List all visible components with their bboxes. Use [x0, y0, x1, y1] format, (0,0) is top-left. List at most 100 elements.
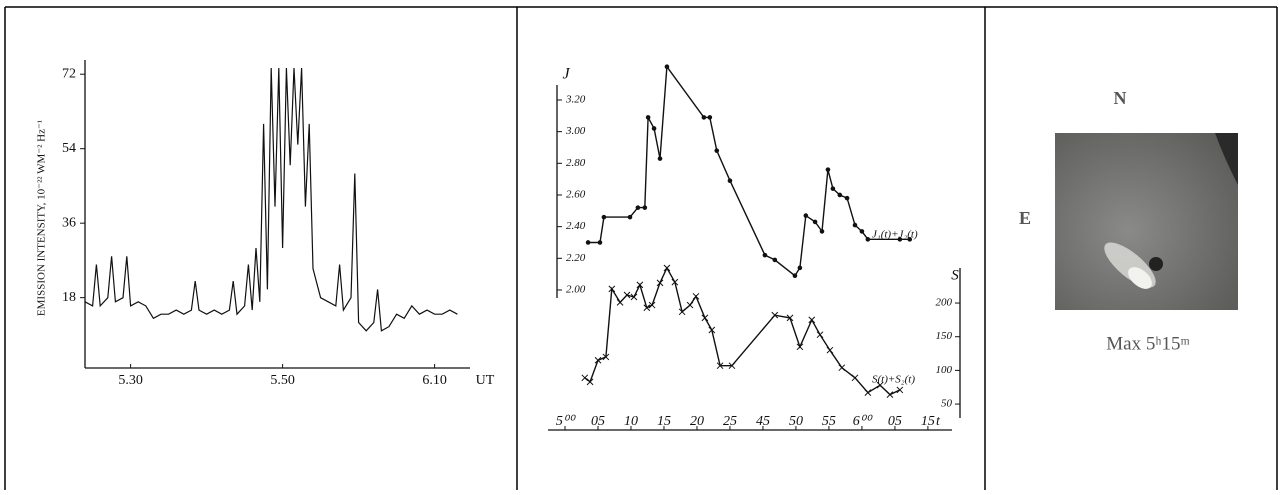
data-point — [671, 278, 679, 286]
data-point — [601, 214, 607, 220]
data-point — [865, 237, 871, 242]
data-point — [762, 252, 768, 258]
x-tick-label: 45 — [756, 414, 770, 429]
y-axis-label: J — [562, 66, 570, 83]
data-point — [701, 314, 709, 322]
data-point — [686, 301, 694, 309]
east-label: E — [1019, 208, 1031, 228]
data-point — [812, 219, 818, 225]
data-point — [692, 292, 700, 300]
y2-tick-label: 200 — [936, 297, 953, 309]
y-tick-label: 2.60 — [566, 189, 586, 201]
x-tick-label: 5⁰⁰ — [556, 414, 577, 429]
data-point — [623, 291, 631, 299]
data-point — [837, 192, 843, 198]
y-tick-label: 3.20 — [565, 94, 586, 106]
x-tick-label: 6⁰⁰ — [853, 414, 874, 429]
data-point — [708, 326, 716, 334]
data-point — [808, 316, 816, 324]
y-tick-label: 18 — [62, 290, 76, 305]
x-tick-label: 5.30 — [118, 373, 143, 388]
x-tick-label: 6.10 — [422, 373, 447, 388]
data-point — [864, 389, 872, 396]
data-point — [844, 195, 850, 201]
data-point — [636, 281, 644, 289]
data-point — [803, 213, 809, 218]
data-point — [886, 391, 894, 398]
y-tick-label: 2.00 — [566, 284, 586, 296]
y-tick-label: 72 — [62, 66, 76, 81]
x-tick-label: 25 — [723, 414, 737, 429]
x-tick-label: 05 — [591, 414, 605, 429]
x-tick-label: 50 — [789, 414, 803, 429]
data-point — [714, 148, 720, 153]
x-axis-label: t — [936, 414, 941, 429]
data-point — [602, 353, 610, 361]
data-point — [664, 64, 670, 70]
x-tick-label: 15 — [921, 414, 935, 429]
data-point — [663, 264, 671, 272]
y2-tick-label: 50 — [941, 398, 953, 410]
data-point — [586, 378, 594, 386]
data-point — [728, 362, 736, 370]
x-tick-label: 10 — [624, 414, 638, 429]
x-tick-label: 55 — [822, 414, 836, 429]
data-point — [792, 273, 798, 279]
x-tick-label: 5.50 — [270, 373, 295, 388]
data-point — [727, 178, 733, 184]
data-point — [627, 214, 633, 220]
data-point — [852, 222, 858, 228]
y2-tick-label: 150 — [936, 330, 953, 342]
data-point — [896, 386, 904, 394]
image-caption: Max 5ʰ15ᵐ — [1106, 333, 1189, 354]
data-point — [859, 229, 865, 234]
data-point — [657, 156, 663, 161]
data-point — [796, 343, 804, 351]
data-point — [772, 257, 778, 263]
data-point — [651, 126, 657, 131]
x-axis-label: UT — [476, 373, 495, 388]
data-point — [771, 311, 779, 319]
y-tick-label: 2.40 — [566, 220, 586, 232]
table-frame — [4, 6, 1278, 490]
data-point — [819, 229, 825, 234]
series-label: S(t)+S₂(t) — [872, 374, 915, 386]
data-point — [585, 240, 591, 245]
data-point — [642, 205, 648, 210]
y-tick-label: 36 — [62, 215, 76, 230]
y-tick-label: 3.00 — [565, 125, 586, 137]
data-line — [84, 67, 458, 332]
data-point — [786, 314, 794, 322]
data-point — [643, 304, 651, 312]
data-point — [645, 115, 651, 120]
y-tick-label: 2.80 — [566, 157, 586, 169]
data-point — [716, 362, 724, 370]
data-point — [838, 364, 846, 372]
data-point — [630, 293, 638, 301]
data-point — [816, 331, 824, 339]
y-tick-label: 54 — [62, 141, 76, 156]
data-point — [851, 374, 859, 382]
y2-axis-label: S — [951, 267, 959, 283]
photo — [1055, 133, 1238, 310]
data-point — [581, 374, 589, 382]
x-tick-label: 20 — [690, 414, 704, 429]
y-tick-label: 2.20 — [566, 252, 586, 264]
data-point — [830, 186, 836, 191]
data-point — [648, 301, 656, 309]
data-point — [707, 115, 713, 120]
data-line — [588, 64, 910, 277]
data-point — [594, 356, 602, 364]
data-point — [876, 381, 884, 389]
y-axis-label: EMISSION INTENSITY, 10⁻²² WM⁻² Hz⁻¹ — [36, 120, 48, 316]
series-label: J₁(t)+J₂(t) — [872, 229, 918, 241]
y2-tick-label: 100 — [936, 364, 953, 376]
x-tick-label: 15 — [657, 414, 671, 429]
data-point — [701, 115, 707, 120]
data-point — [826, 346, 834, 354]
data-point — [608, 285, 616, 293]
data-point — [797, 265, 803, 271]
data-point — [635, 205, 641, 210]
north-label: N — [1114, 88, 1127, 108]
